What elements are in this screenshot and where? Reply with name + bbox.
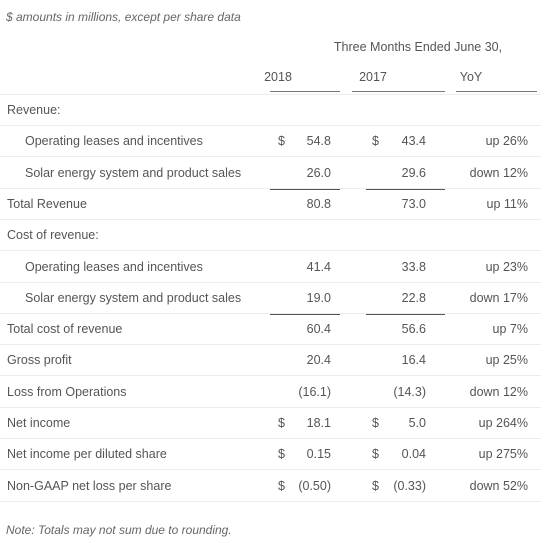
cell-yoy: down 52% — [469, 478, 528, 493]
row-label: Operating leases and incentives — [25, 134, 203, 149]
row-rule — [0, 156, 541, 158]
cell-2017: 33.8 — [401, 259, 426, 274]
currency: $ — [372, 478, 379, 493]
row-rule — [0, 438, 541, 439]
row-rule — [0, 406, 541, 408]
cell-2018: 80.8 — [306, 196, 331, 211]
column-header: 2018 — [264, 70, 292, 84]
currency: $ — [278, 447, 285, 462]
row-rule — [0, 281, 541, 283]
cell-2017: 56.6 — [401, 322, 426, 337]
cell-yoy: up 26% — [485, 134, 528, 149]
row-label: Non-GAAP net loss per share — [7, 478, 172, 493]
cell-yoy: up 23% — [485, 259, 528, 274]
row-rule — [0, 125, 541, 126]
row-rule — [0, 187, 541, 189]
currency: $ — [372, 416, 379, 430]
cell-2018: 26.0 — [306, 165, 331, 180]
column-header: 2017 — [359, 70, 387, 84]
row-label: Loss from Operations — [7, 384, 127, 399]
cell-2018: (16.1) — [298, 384, 331, 399]
cell-2017: 29.6 — [401, 165, 426, 180]
cell-2017: 5.0 — [408, 416, 426, 430]
currency: $ — [278, 134, 285, 149]
column-header: YoY — [459, 70, 483, 84]
cell-2017: 0.04 — [401, 447, 426, 462]
row-rule — [0, 375, 541, 377]
cell-2018: 20.4 — [306, 353, 331, 368]
cell-2017: 73.0 — [401, 196, 426, 211]
cell-yoy: up 25% — [485, 353, 528, 368]
cell-2018: 60.4 — [306, 322, 331, 337]
row-rule — [0, 218, 541, 220]
row-label: Gross profit — [7, 353, 72, 368]
cell-yoy: up 275% — [478, 447, 528, 462]
row-rule — [0, 500, 541, 502]
cell-2018: 54.8 — [306, 134, 331, 149]
cell-2017: 43.4 — [401, 134, 426, 149]
total-rule — [270, 314, 340, 316]
cell-2018: 19.0 — [306, 290, 331, 305]
row-rule — [0, 469, 541, 471]
cell-2017: (14.3) — [393, 384, 426, 399]
header-rule — [456, 91, 537, 92]
note-bottom: Note: Totals may not sum due to rounding… — [6, 523, 232, 537]
cell-2018: 0.15 — [306, 447, 331, 462]
cell-yoy: down 17% — [469, 290, 528, 305]
cell-yoy: up 11% — [486, 196, 528, 211]
currency: $ — [278, 416, 285, 430]
cell-2017: 22.8 — [401, 290, 426, 305]
note-top: $ amounts in millions, except per share … — [6, 10, 241, 24]
currency: $ — [372, 447, 379, 462]
top-rule — [0, 94, 541, 95]
row-label: Net income per diluted share — [7, 447, 167, 462]
header-rule — [352, 91, 445, 92]
row-label: Solar energy system and product sales — [25, 165, 242, 180]
currency: $ — [278, 478, 285, 493]
cell-2018: (0.50) — [298, 478, 331, 493]
row-label: Total Revenue — [7, 196, 87, 211]
total-rule — [366, 314, 445, 316]
header-rule — [270, 91, 340, 92]
cell-2018: 18.1 — [306, 416, 331, 430]
cell-yoy: down 12% — [469, 384, 528, 399]
cell-yoy: down 12% — [469, 165, 528, 180]
row-rule — [0, 312, 541, 314]
cell-2018: 41.4 — [306, 259, 331, 274]
row-label: Operating leases and incentives — [25, 259, 203, 274]
period-header: Three Months Ended June 30, — [333, 40, 503, 54]
row-label: Cost of revenue: — [7, 228, 99, 243]
row-rule — [0, 344, 541, 346]
cell-yoy: up 7% — [492, 322, 528, 337]
row-label: Revenue: — [7, 103, 61, 117]
row-label: Solar energy system and product sales — [25, 290, 242, 305]
row-label: Total cost of revenue — [7, 322, 123, 337]
row-label: Net income — [7, 416, 71, 430]
total-rule — [366, 188, 445, 190]
cell-2017: 16.4 — [401, 353, 426, 368]
total-rule — [270, 188, 340, 190]
cell-yoy: up 264% — [478, 416, 528, 430]
row-rule — [0, 250, 541, 252]
cell-2017: (0.33) — [393, 478, 426, 493]
currency: $ — [372, 134, 379, 149]
